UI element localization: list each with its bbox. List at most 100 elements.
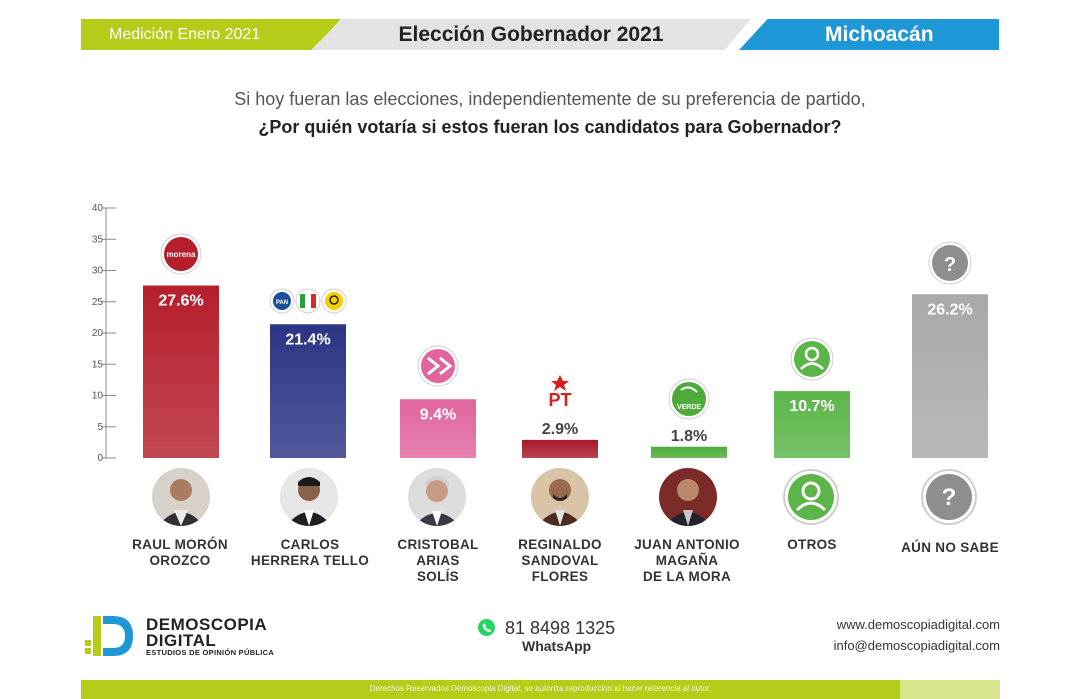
pri-green-stripe bbox=[300, 294, 305, 308]
measurement-badge: Medición Enero 2021 bbox=[81, 19, 341, 50]
footer-accent bbox=[900, 680, 1000, 699]
bar-value-label: 9.4% bbox=[420, 406, 456, 423]
others-user-avatar bbox=[782, 468, 840, 526]
candidate-name-moron: RAUL MORÓN OROZCO bbox=[110, 537, 250, 569]
name-line: MAGAÑA bbox=[655, 553, 719, 568]
verde-logo-text: VERDE bbox=[677, 404, 701, 411]
question-logo-text: ? bbox=[944, 254, 956, 276]
candidate-name-arias: CRISTOBAL ARIAS SOLÍS bbox=[368, 537, 508, 585]
state-label: Michoacán bbox=[825, 23, 934, 46]
user-head-icon bbox=[804, 346, 820, 362]
candidate-photo-herrera bbox=[280, 468, 338, 526]
candidate-photo-moron bbox=[152, 468, 210, 526]
bar-chart: 0 5 10 15 20 25 30 35 40 27.6% 21.4% 9.4% 2.9% 1.8% 10… bbox=[92, 203, 988, 464]
bar-value-label: 2.9% bbox=[542, 421, 578, 438]
brand-name-1: DEMOSCOPIA bbox=[146, 615, 268, 634]
name-line: RAUL MORÓN bbox=[132, 537, 228, 552]
demoscopia-logo-icon bbox=[85, 616, 133, 656]
prd-logo-icon bbox=[325, 292, 343, 310]
y-tick-label: 15 bbox=[92, 359, 104, 370]
verde-logo-icon bbox=[672, 382, 706, 416]
y-tick-label: 10 bbox=[92, 391, 104, 402]
person-photo-icon bbox=[152, 468, 210, 526]
candidate-name-otros: OTROS bbox=[742, 537, 882, 553]
name-line: DE LA MORA bbox=[643, 569, 731, 584]
pt-star-icon bbox=[551, 375, 569, 391]
person-photo-icon bbox=[280, 468, 338, 526]
candidate-photo-magana bbox=[659, 468, 717, 526]
verde-toucan-icon bbox=[680, 386, 698, 393]
email-link[interactable]: info@demoscopiadigital.com bbox=[833, 638, 1000, 653]
person-photo-icon bbox=[408, 468, 466, 526]
person-photo-icon bbox=[531, 468, 589, 526]
pt-logo-text: PT bbox=[548, 390, 571, 410]
bar-value-label: 27.6% bbox=[158, 293, 203, 310]
name-line: AÚN NO SABE bbox=[901, 540, 999, 555]
candidate-name-magana: JUAN ANTONIO MAGAÑA DE LA MORA bbox=[617, 537, 757, 585]
bar-value-label: 10.7% bbox=[789, 398, 834, 415]
name-line: REGINALDO bbox=[518, 537, 602, 552]
name-line: SANDOVAL bbox=[521, 553, 599, 568]
bar-4 bbox=[651, 446, 727, 458]
question-line-2: ¿Por quién votaría si estos fueran los c… bbox=[258, 117, 842, 137]
question-mark-glyph: ? bbox=[942, 484, 957, 511]
phone-number[interactable]: 81 8498 1325 bbox=[505, 618, 616, 638]
candidate-photo-arias bbox=[408, 468, 466, 526]
y-tick-label: 20 bbox=[92, 328, 104, 339]
name-line: JUAN ANTONIO bbox=[634, 537, 740, 552]
y-tick-label: 40 bbox=[92, 203, 104, 214]
bar-1 bbox=[270, 324, 346, 458]
candidate-name-sandoval: REGINALDO SANDOVAL FLORES bbox=[490, 537, 630, 585]
header-ribbon: Medición Enero 2021 Elección Gobernador … bbox=[81, 19, 999, 50]
name-line: SOLÍS bbox=[416, 569, 459, 584]
name-line: ARIAS bbox=[416, 553, 460, 568]
title-banner: Elección Gobernador 2021 bbox=[311, 19, 751, 50]
whatsapp-label: WhatsApp bbox=[522, 638, 592, 654]
morena-logo-icon bbox=[164, 237, 198, 271]
bar-5 bbox=[774, 391, 850, 458]
bar-0 bbox=[143, 285, 219, 458]
y-tick-label: 0 bbox=[97, 453, 103, 464]
y-tick-label: 30 bbox=[92, 266, 104, 277]
y-tick-label: 5 bbox=[97, 422, 103, 433]
brand-tagline: ESTUDIOS DE OPINIÓN PÚBLICA bbox=[146, 648, 275, 657]
user-icon bbox=[783, 469, 839, 525]
footer-text: Derechos Reservados Demoscopia Digital, … bbox=[369, 684, 712, 693]
candidate-name-herrera: CARLOS HERRERA TELLO bbox=[240, 537, 380, 569]
prd-sun-icon bbox=[329, 295, 339, 305]
bar-6 bbox=[912, 294, 988, 458]
candidate-name-aun-no-sabe: AÚN NO SABE bbox=[880, 540, 1020, 556]
y-tick-label: 35 bbox=[92, 234, 104, 245]
pri-red-stripe bbox=[311, 294, 316, 308]
question-mark-icon: ? bbox=[921, 469, 977, 525]
name-line: OROZCO bbox=[149, 553, 211, 568]
user-body-icon bbox=[800, 362, 824, 370]
person-photo-icon bbox=[659, 468, 717, 526]
bar-value-label: 1.8% bbox=[671, 428, 707, 445]
brand-name-2: DIGITAL bbox=[146, 631, 217, 650]
measurement-label: Medición Enero 2021 bbox=[109, 26, 261, 43]
unknown-avatar: ? bbox=[920, 468, 978, 526]
candidate-photo-sandoval bbox=[531, 468, 589, 526]
pan-logo-icon bbox=[273, 292, 291, 310]
bar-2 bbox=[400, 399, 476, 458]
morena-logo-text: morena bbox=[167, 250, 196, 259]
pan-logo-text: PAN bbox=[276, 300, 288, 306]
state-badge: Michoacán bbox=[739, 19, 999, 50]
bar-value-label: 26.2% bbox=[927, 301, 972, 318]
bar-value-label: 21.4% bbox=[285, 331, 330, 348]
question-line-1: Si hoy fueran las elecciones, independie… bbox=[234, 89, 866, 109]
name-line: CARLOS bbox=[280, 537, 340, 552]
mc-arrows-icon bbox=[427, 356, 453, 376]
footer-bar: Derechos Reservados Demoscopia Digital, … bbox=[81, 680, 1000, 699]
page-title: Elección Gobernador 2021 bbox=[398, 23, 664, 46]
name-line: OTROS bbox=[787, 537, 837, 552]
y-tick-label: 25 bbox=[92, 297, 104, 308]
name-line: FLORES bbox=[531, 569, 589, 584]
bar-3 bbox=[522, 439, 598, 458]
pt-logo-ring bbox=[540, 374, 580, 414]
name-line: CRISTOBAL bbox=[397, 537, 479, 552]
website-link[interactable]: www.demoscopiadigital.com bbox=[836, 617, 1000, 632]
whatsapp-icon bbox=[478, 619, 495, 636]
question-logo-icon bbox=[932, 245, 968, 281]
